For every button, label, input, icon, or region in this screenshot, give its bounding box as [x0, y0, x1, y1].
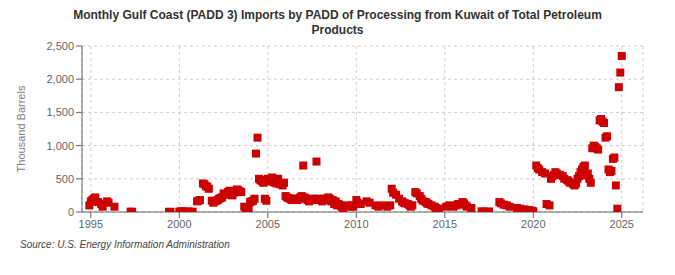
svg-text:0: 0: [68, 206, 74, 218]
svg-text:2,500: 2,500: [46, 40, 74, 52]
svg-text:2025: 2025: [610, 218, 634, 230]
svg-text:1,500: 1,500: [46, 106, 74, 118]
html-text:Source: U.S. Energy Informatio: Source: U.S. Energy Information Administ…: [20, 239, 230, 250]
svg-text:1995: 1995: [79, 218, 103, 230]
html-text:Products: Products: [311, 23, 364, 37]
html-text:Monthly Gulf Coast (PADD 3) Im: Monthly Gulf Coast (PADD 3) Imports by P…: [73, 8, 602, 22]
svg-text:2015: 2015: [433, 218, 457, 230]
svg-text:2010: 2010: [344, 218, 368, 230]
svg-text:Thousand Barrels: Thousand Barrels: [15, 85, 27, 172]
svg-text:2000: 2000: [167, 218, 191, 230]
svg-text:2,000: 2,000: [46, 73, 74, 85]
svg-text:2020: 2020: [521, 218, 545, 230]
svg-text:500: 500: [56, 173, 74, 185]
svg-text:2005: 2005: [256, 218, 280, 230]
svg-text:1,000: 1,000: [46, 140, 74, 152]
